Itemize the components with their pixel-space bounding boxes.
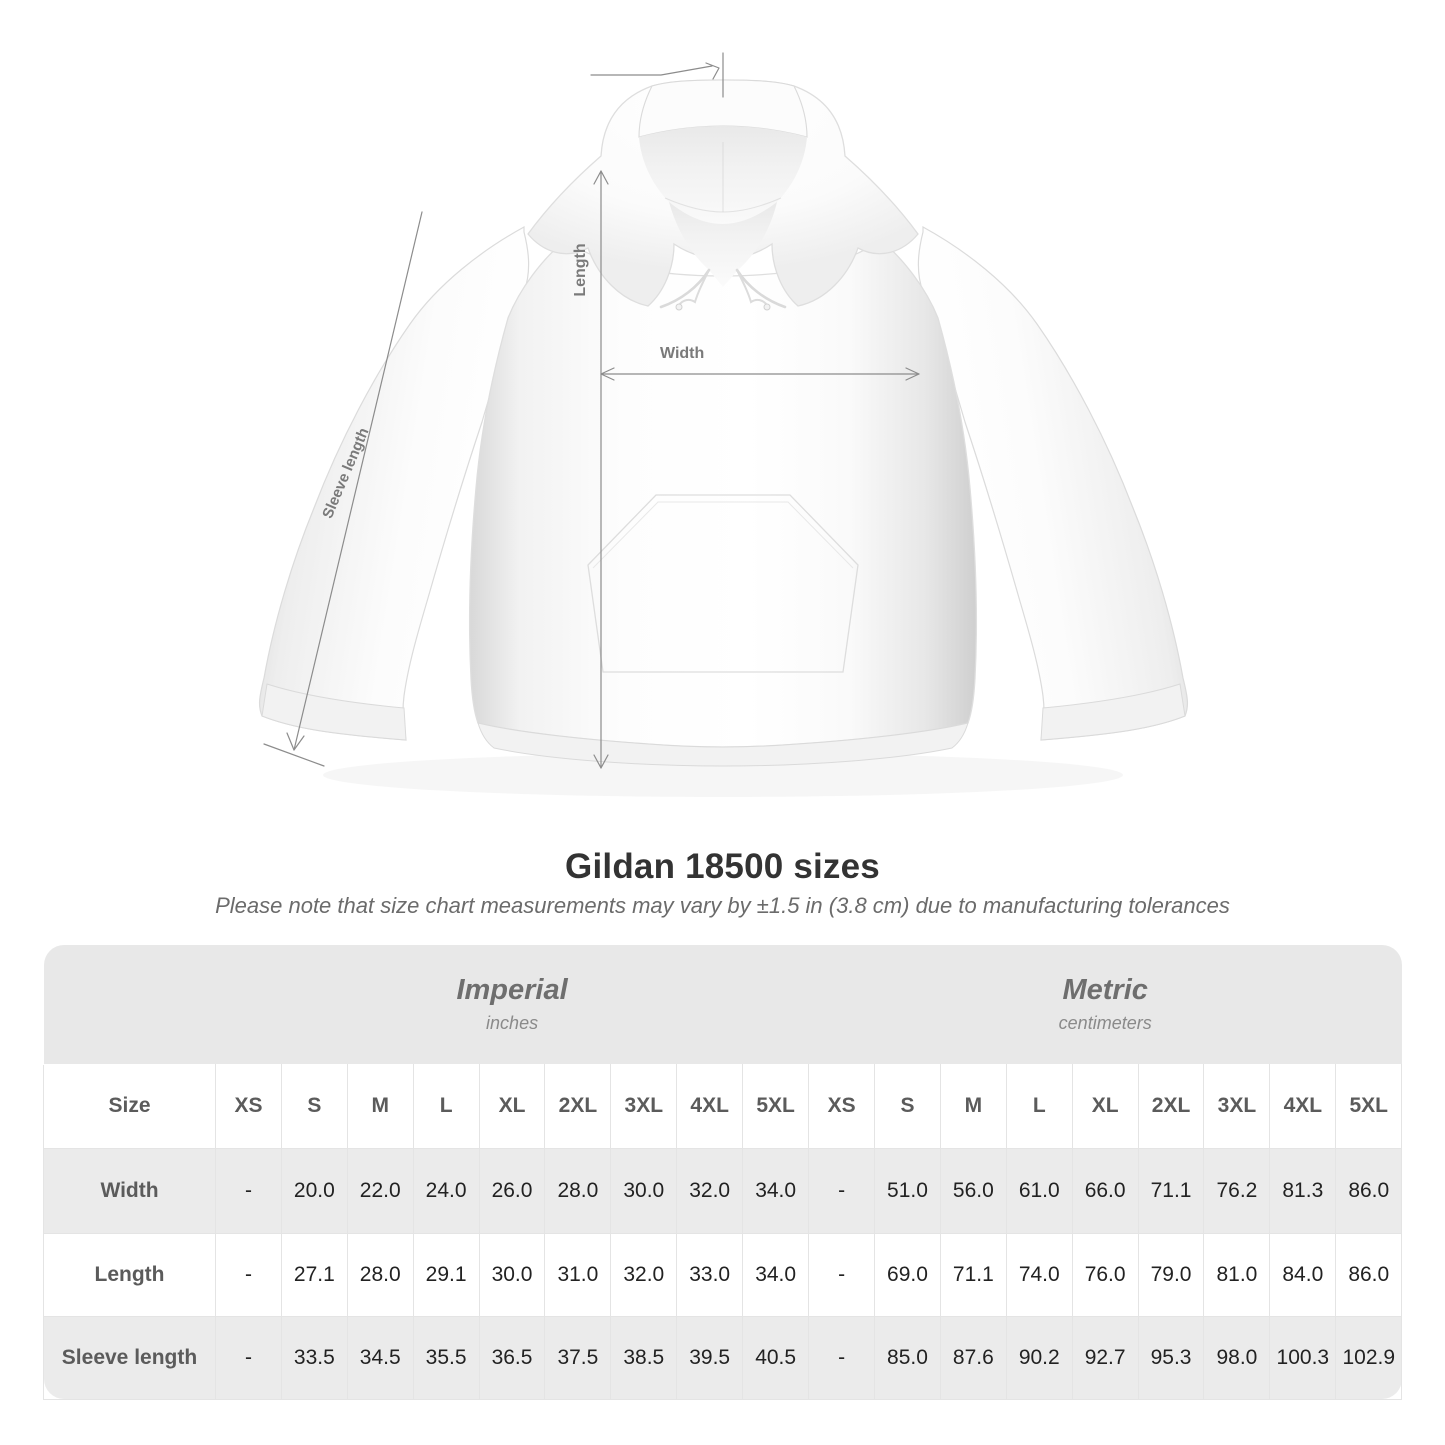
svg-text:Length: Length — [572, 243, 589, 296]
svg-text:Sleeve length: Sleeve length — [319, 425, 372, 521]
svg-text:Width: Width — [660, 345, 704, 362]
